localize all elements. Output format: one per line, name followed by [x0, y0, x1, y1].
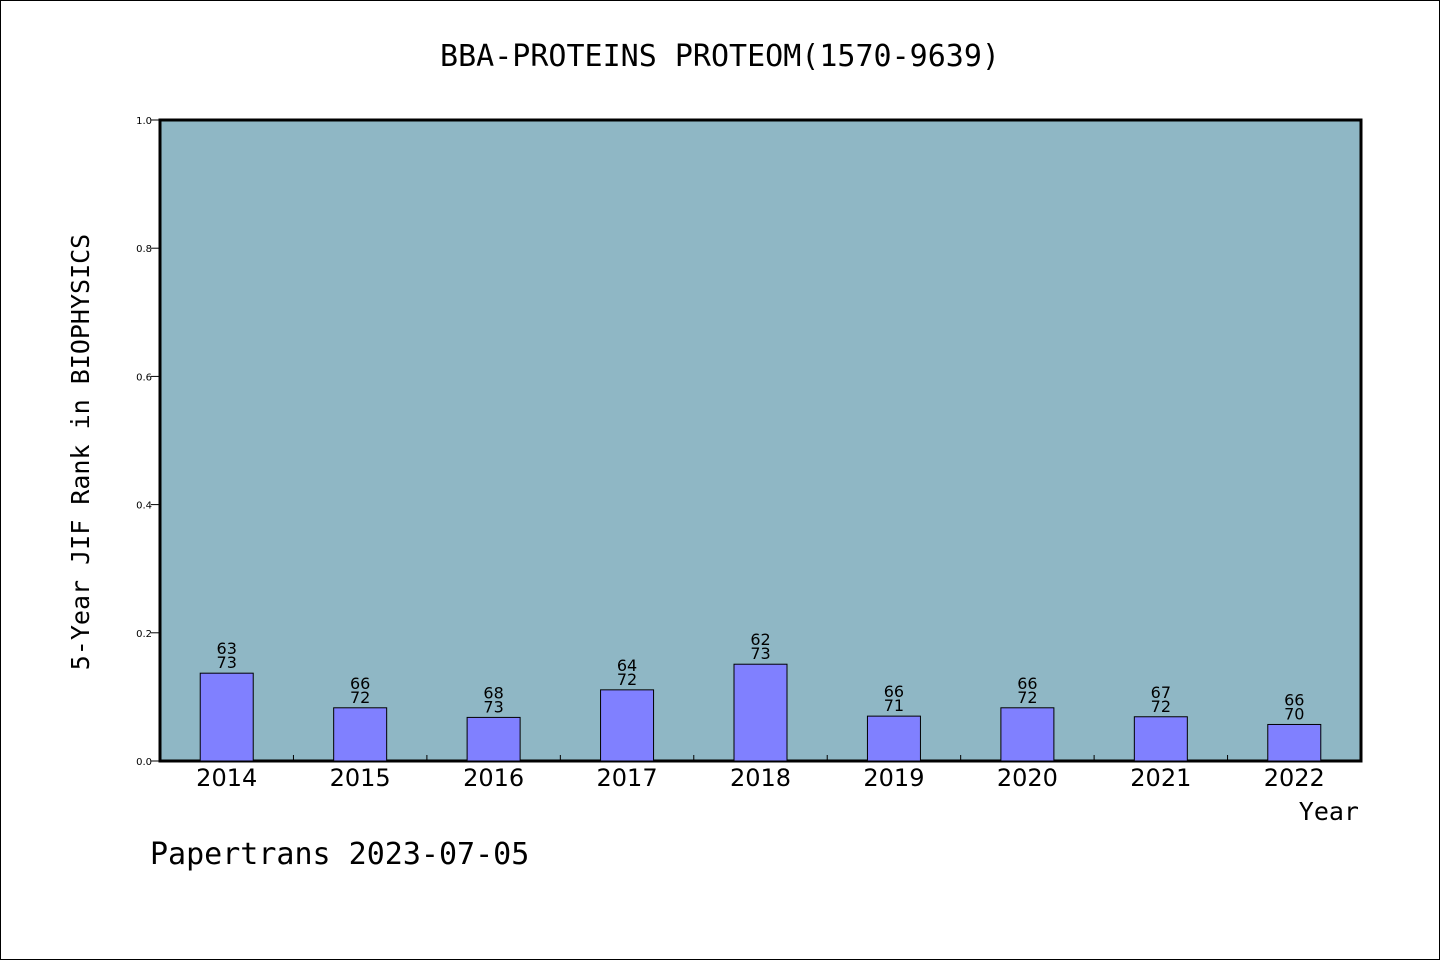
x-tick-label: 2015 [330, 764, 391, 792]
bar-2014 [199, 672, 254, 762]
bar-2015 [333, 707, 388, 762]
x-tick-label: 2022 [1264, 764, 1325, 792]
x-axis-title: Year [1299, 797, 1359, 826]
bar-total-label: 72 [1151, 697, 1171, 716]
x-tick-label: 2016 [463, 764, 524, 792]
x-tick-label: 2020 [997, 764, 1058, 792]
x-tick-label: 2021 [1130, 764, 1191, 792]
y-axis: 0.0 0.2 0.4 0.6 0.8 1.0 [136, 116, 160, 768]
bar-rank-label: 66 [884, 682, 904, 701]
bar-total-label: 72 [350, 688, 370, 707]
plot-area [158, 118, 1363, 763]
bar-2016 [466, 716, 521, 762]
y-tick-label: 0.2 [136, 629, 152, 640]
bar-rank-label: 66 [1017, 674, 1037, 693]
x-tick-label: 2019 [863, 764, 924, 792]
y-tick-label: 0.0 [136, 757, 152, 768]
bar-total-label: 71 [884, 696, 904, 715]
x-axis: 2014 2015 2016 2017 2018 2019 2020 2021 2022 [196, 755, 1325, 792]
chart-title: BBA-PROTEINS PROTEOM(1570-9639) [440, 39, 1000, 74]
bar-rank-label: 67 [1151, 683, 1171, 702]
bar-rank-label: 66 [350, 674, 370, 693]
bar-total-label: 73 [483, 697, 503, 716]
bar-2022 [1267, 723, 1322, 762]
y-tick-label: 0.6 [136, 372, 152, 383]
bar-2017 [600, 689, 655, 762]
bar-total-label: 72 [617, 670, 637, 689]
bar-total-label: 73 [217, 653, 237, 672]
bar-series [199, 663, 1322, 762]
bar-rank-label: 68 [483, 683, 503, 702]
bar-2018 [733, 663, 788, 762]
footer-credit: Papertrans 2023-07-05 [150, 837, 529, 872]
bar-rank-label: 63 [217, 639, 237, 658]
x-tick-label: 2018 [730, 764, 791, 792]
bar-2019 [866, 715, 921, 762]
y-tick-label: 0.8 [136, 244, 152, 255]
bar-total-label: 72 [1017, 688, 1037, 707]
bar-2021 [1133, 716, 1188, 762]
y-tick-label: 1.0 [136, 116, 152, 127]
x-tick-label: 2014 [196, 764, 257, 792]
x-tick-label: 2017 [597, 764, 658, 792]
bar-2020 [1000, 707, 1055, 762]
bar-total-label: 70 [1284, 704, 1304, 723]
bar-total-label: 73 [750, 644, 770, 663]
bar-rank-label: 66 [1284, 690, 1304, 709]
bar-rank-label: 62 [750, 630, 770, 649]
y-tick-label: 0.4 [136, 501, 152, 512]
y-axis-title: 5-Year JIF Rank in BIOPHYSICS [66, 234, 95, 671]
bar-rank-label: 64 [617, 656, 637, 675]
